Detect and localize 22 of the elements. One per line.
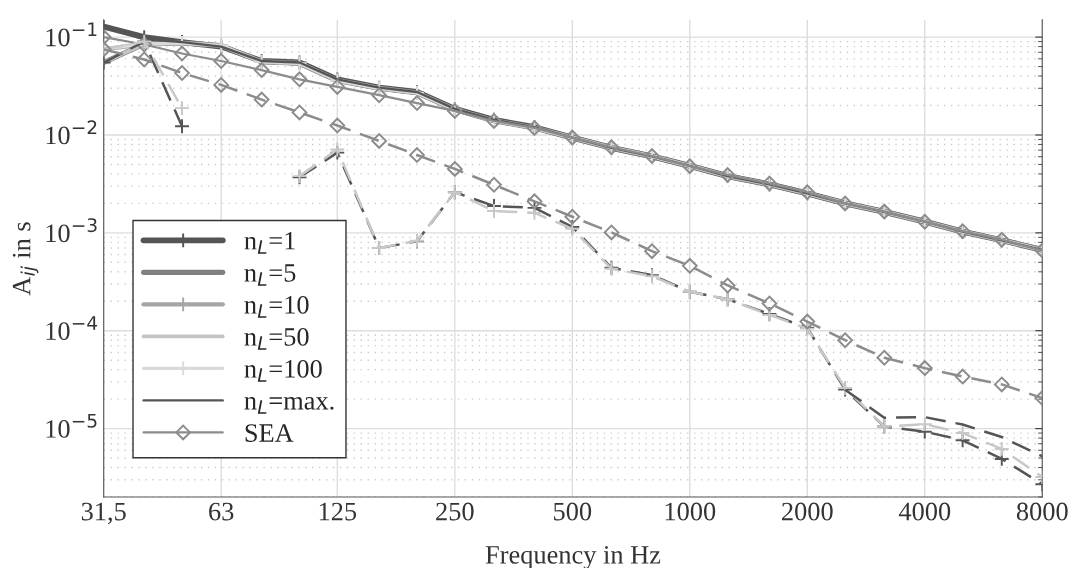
y-tick-label: 10$^{−2}$ — [46, 120, 97, 145]
x-tick-label: 31,5 — [81, 502, 126, 525]
x-tick-label: 4000 — [898, 502, 951, 521]
x-tick-label: 125 — [319, 502, 357, 521]
legend-label: n$_{L}$=100 — [244, 359, 322, 382]
x-tick-label: 500 — [554, 502, 592, 521]
legend-label: n$_{L}$=10 — [244, 295, 309, 318]
y-tick-label: 10$^{−5}$ — [46, 414, 97, 438]
x-tick-label: 1000 — [665, 502, 716, 521]
x-tick-label: 250 — [436, 502, 474, 521]
legend-label: n$_{L}$=5 — [244, 264, 296, 286]
legend-label: n$_{L}$=1 — [244, 231, 295, 254]
y-tick-label: 10$^{−1}$ — [46, 22, 97, 47]
x-tick-label: 8000 — [1016, 502, 1068, 521]
legend-label: n$_{L}$=50 — [244, 327, 309, 350]
y-tick-label: 10$^{−3}$ — [46, 218, 97, 243]
y-tick-label: 10$^{−4}$ — [46, 316, 98, 340]
x-tick-label: 2000 — [782, 502, 833, 521]
legend-label: SEA — [245, 424, 294, 442]
legend-label: n$_{L}$=max. — [244, 396, 334, 414]
y-axis-title: A$_{ij}$ in s — [12, 222, 39, 296]
x-tick-label: 63 — [209, 502, 234, 521]
